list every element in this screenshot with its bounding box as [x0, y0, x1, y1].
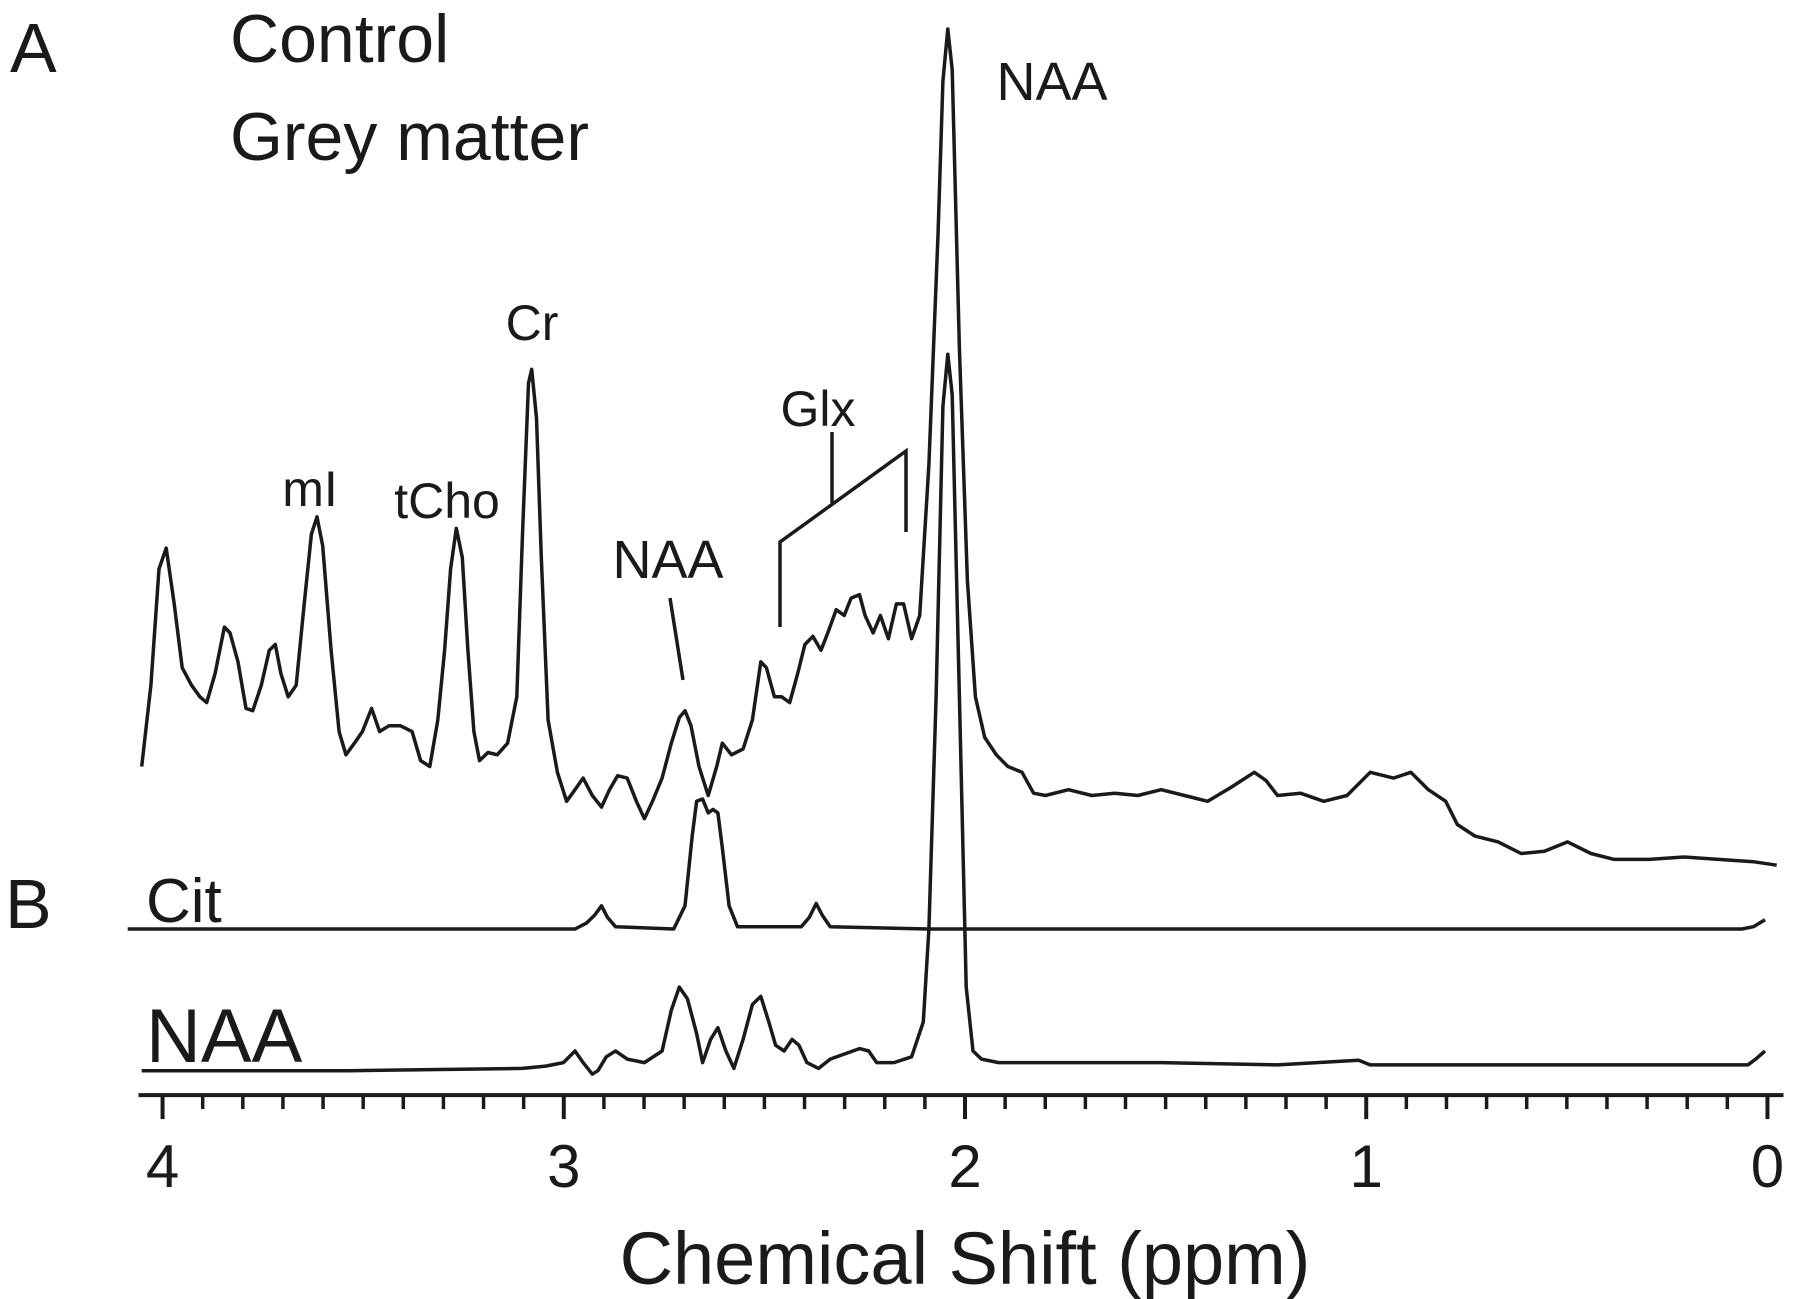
x-tick-label: 3: [547, 1133, 580, 1200]
peak-label: tCho: [394, 473, 500, 529]
x-tick-label: 1: [1350, 1133, 1383, 1200]
spectrum-line: [127, 797, 1766, 931]
peak-label: Cr: [506, 295, 559, 351]
panel-label: B: [5, 865, 52, 943]
spectrum-line: [139, 27, 1777, 867]
peak-label: mI: [282, 461, 338, 517]
x-axis-label: Chemical Shift (ppm): [620, 1217, 1311, 1299]
x-tick-label: 2: [948, 1133, 981, 1200]
panel-label: A: [10, 9, 57, 87]
peak-label: NAA: [996, 52, 1107, 112]
naa-pointer: [668, 597, 685, 681]
series-label: Cit: [146, 867, 222, 936]
x-tick-label: 4: [146, 1133, 179, 1200]
chart-title: Grey matter: [230, 99, 589, 175]
spectrum-line: [141, 352, 1767, 1076]
peak-label: NAA: [612, 530, 723, 590]
chart-title: Control: [230, 1, 449, 77]
x-tick-label: 0: [1751, 1133, 1784, 1200]
peak-label: Glx: [781, 381, 856, 437]
series-label: NAA: [146, 994, 303, 1079]
annotation-lines: [668, 432, 908, 681]
glx-bracket: [778, 447, 908, 627]
